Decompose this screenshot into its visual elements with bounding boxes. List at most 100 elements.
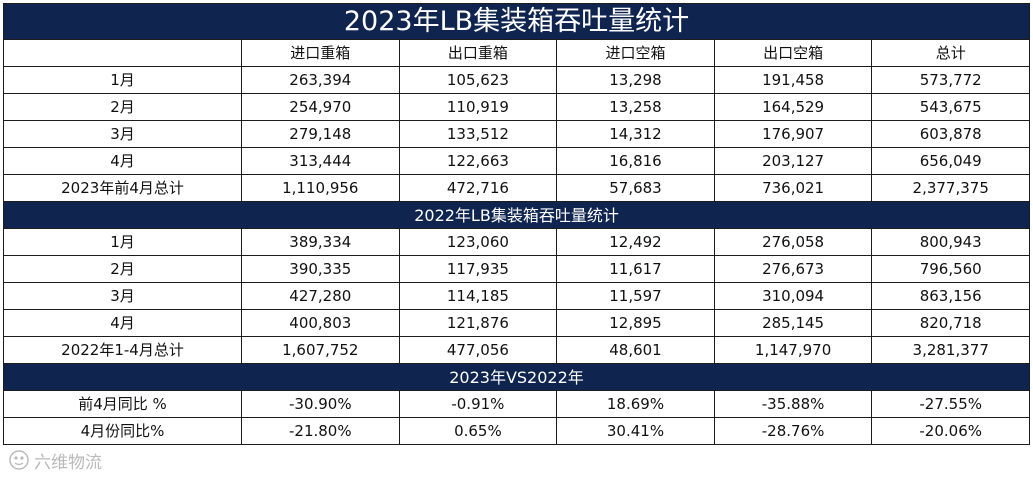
- section-header-2022: 2022年LB集装箱吞吐量统计: [2, 201, 1031, 229]
- table-row-2022-apr: 4月 400,803 121,876 12,895 285,145 820,71…: [3, 309, 1031, 337]
- column-header-empty: [3, 39, 242, 67]
- row-label: 4月: [3, 147, 242, 175]
- cell-value: 11,617: [556, 255, 715, 283]
- cell-value: 800,943: [871, 228, 1031, 256]
- cell-value: 105,623: [398, 66, 558, 94]
- cell-value: -28.76%: [713, 417, 873, 445]
- section-header-2022-row: 2022年LB集装箱吞吐量统计: [2, 201, 1031, 229]
- logo-icon: [9, 450, 29, 470]
- cell-value: 117,935: [398, 255, 558, 283]
- table-row-2022-total: 2022年1-4月总计 1,607,752 477,056 48,601 1,1…: [3, 336, 1031, 364]
- table-row-2023-feb: 2月 254,970 110,919 13,258 164,529 543,67…: [3, 93, 1031, 121]
- cell-value: 48,601: [556, 336, 715, 364]
- watermark-text: 六维物流: [34, 452, 102, 473]
- table-row-yoy-4months: 前4月同比 % -30.90% -0.91% 18.69% -35.88% -2…: [3, 390, 1031, 418]
- cell-value: 13,258: [556, 93, 715, 121]
- cell-value: -27.55%: [871, 390, 1031, 418]
- table-row-2022-mar: 3月 427,280 114,185 11,597 310,094 863,15…: [3, 282, 1031, 310]
- table-row-2022-jan: 1月 389,334 123,060 12,492 276,058 800,94…: [3, 228, 1031, 256]
- row-label: 1月: [3, 66, 242, 94]
- cell-value: 279,148: [241, 120, 400, 148]
- column-header-row: 进口重箱 出口重箱 进口空箱 出口空箱 总计: [3, 39, 1031, 67]
- cell-value: 30.41%: [556, 417, 715, 445]
- cell-value: -20.06%: [871, 417, 1031, 445]
- cell-value: 863,156: [871, 282, 1031, 310]
- throughput-table: 2023年LB集装箱吞吐量统计 进口重箱 出口重箱 进口空箱 出口空箱 总计 1…: [2, 3, 1031, 445]
- cell-value: 164,529: [713, 93, 873, 121]
- cell-value: 1,110,956: [241, 174, 400, 202]
- column-header-export-empty: 出口空箱: [713, 39, 873, 67]
- cell-value: 573,772: [871, 66, 1031, 94]
- cell-value: 114,185: [398, 282, 558, 310]
- cell-value: 16,816: [556, 147, 715, 175]
- cell-value: 191,458: [713, 66, 873, 94]
- cell-value: 11,597: [556, 282, 715, 310]
- cell-value: 254,970: [241, 93, 400, 121]
- table-title-row: 2023年LB集装箱吞吐量统计: [2, 3, 1031, 40]
- cell-value: 110,919: [398, 93, 558, 121]
- column-header-export-full: 出口重箱: [398, 39, 558, 67]
- row-label: 2023年前4月总计: [3, 174, 242, 202]
- throughput-table-container: 2023年LB集装箱吞吐量统计 进口重箱 出口重箱 进口空箱 出口空箱 总计 1…: [2, 3, 1031, 445]
- cell-value: 313,444: [241, 147, 400, 175]
- section-header-comparison: 2023年VS2022年: [2, 363, 1031, 391]
- table-row-2023-jan: 1月 263,394 105,623 13,298 191,458 573,77…: [3, 66, 1031, 94]
- cell-value: 1,147,970: [713, 336, 873, 364]
- cell-value: 543,675: [871, 93, 1031, 121]
- cell-value: 0.65%: [398, 417, 558, 445]
- cell-value: 656,049: [871, 147, 1031, 175]
- cell-value: -35.88%: [713, 390, 873, 418]
- table-row-2023-mar: 3月 279,148 133,512 14,312 176,907 603,87…: [3, 120, 1031, 148]
- cell-value: 477,056: [398, 336, 558, 364]
- cell-value: 603,878: [871, 120, 1031, 148]
- row-label: 2月: [3, 93, 242, 121]
- cell-value: 122,663: [398, 147, 558, 175]
- row-label: 3月: [3, 282, 242, 310]
- table-row-2023-total: 2023年前4月总计 1,110,956 472,716 57,683 736,…: [3, 174, 1031, 202]
- cell-value: 736,021: [713, 174, 873, 202]
- cell-value: -21.80%: [241, 417, 400, 445]
- cell-value: 14,312: [556, 120, 715, 148]
- table-title: 2023年LB集装箱吞吐量统计: [2, 3, 1031, 40]
- cell-value: 2,377,375: [871, 174, 1031, 202]
- cell-value: 12,895: [556, 309, 715, 337]
- cell-value: 176,907: [713, 120, 873, 148]
- table-row-yoy-april: 4月份同比% -21.80% 0.65% 30.41% -28.76% -20.…: [3, 417, 1031, 445]
- column-header-total: 总计: [871, 39, 1031, 67]
- cell-value: 310,094: [713, 282, 873, 310]
- cell-value: 389,334: [241, 228, 400, 256]
- cell-value: 203,127: [713, 147, 873, 175]
- row-label: 前4月同比 %: [3, 390, 242, 418]
- cell-value: 121,876: [398, 309, 558, 337]
- cell-value: 12,492: [556, 228, 715, 256]
- row-label: 1月: [3, 228, 242, 256]
- cell-value: 263,394: [241, 66, 400, 94]
- cell-value: 57,683: [556, 174, 715, 202]
- cell-value: 400,803: [241, 309, 400, 337]
- table-row-2023-apr: 4月 313,444 122,663 16,816 203,127 656,04…: [3, 147, 1031, 175]
- cell-value: 123,060: [398, 228, 558, 256]
- cell-value: 472,716: [398, 174, 558, 202]
- cell-value: 1,607,752: [241, 336, 400, 364]
- row-label: 4月: [3, 309, 242, 337]
- cell-value: 820,718: [871, 309, 1031, 337]
- cell-value: 796,560: [871, 255, 1031, 283]
- row-label: 2月: [3, 255, 242, 283]
- column-header-import-full: 进口重箱: [241, 39, 400, 67]
- column-header-import-empty: 进口空箱: [556, 39, 715, 67]
- row-label: 3月: [3, 120, 242, 148]
- cell-value: 276,058: [713, 228, 873, 256]
- cell-value: 3,281,377: [871, 336, 1031, 364]
- cell-value: 18.69%: [556, 390, 715, 418]
- cell-value: 276,673: [713, 255, 873, 283]
- cell-value: 13,298: [556, 66, 715, 94]
- row-label: 2022年1-4月总计: [3, 336, 242, 364]
- watermark: 六维物流: [8, 446, 102, 474]
- cell-value: 285,145: [713, 309, 873, 337]
- section-header-comparison-row: 2023年VS2022年: [2, 363, 1031, 391]
- table-row-2022-feb: 2月 390,335 117,935 11,617 276,673 796,56…: [3, 255, 1031, 283]
- cell-value: 390,335: [241, 255, 400, 283]
- cell-value: -0.91%: [398, 390, 558, 418]
- cell-value: -30.90%: [241, 390, 400, 418]
- row-label: 4月份同比%: [3, 417, 242, 445]
